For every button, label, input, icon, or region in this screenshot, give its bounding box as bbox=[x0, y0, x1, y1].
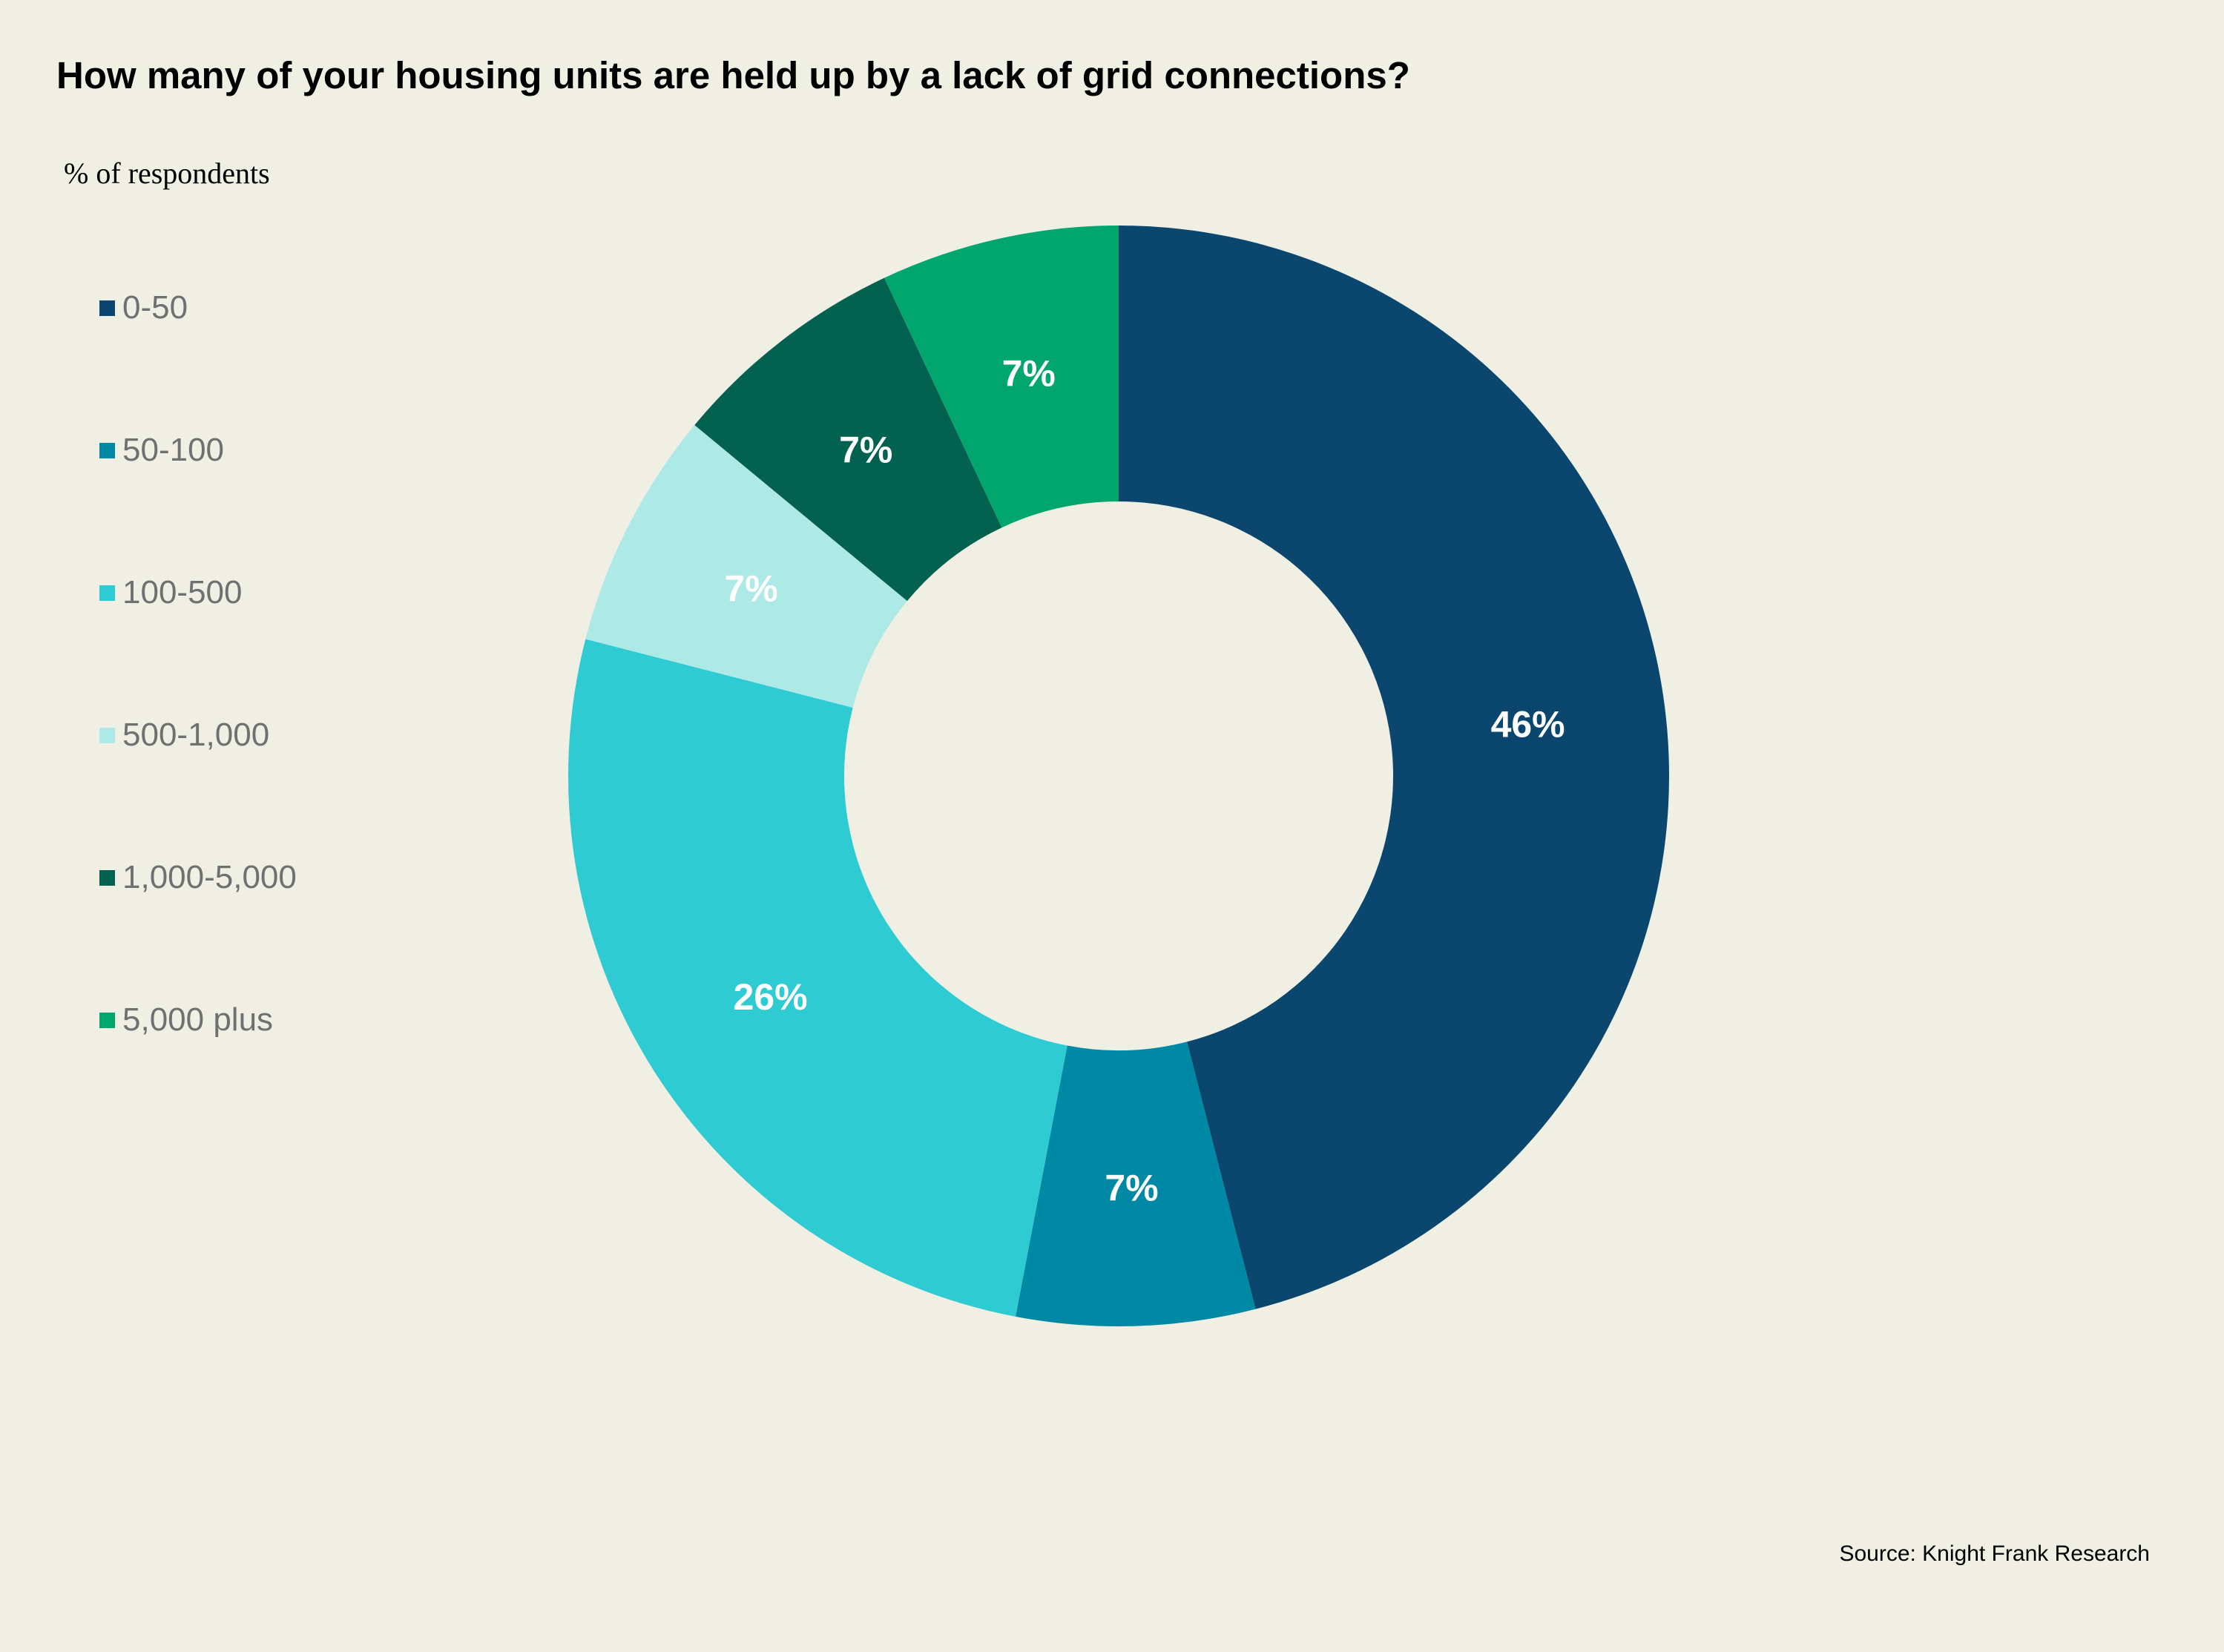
legend-item: 100-500 bbox=[99, 570, 242, 615]
legend-swatch bbox=[99, 1012, 115, 1028]
legend-label: 5,000 plus bbox=[122, 1001, 274, 1038]
slice-data-label: 26% bbox=[734, 976, 808, 1018]
legend-item: 500-1,000 bbox=[99, 713, 269, 757]
donut-slice bbox=[694, 277, 1002, 602]
legend-swatch bbox=[99, 585, 115, 601]
legend-item: 0-50 bbox=[99, 286, 188, 330]
slice-data-label: 7% bbox=[724, 568, 777, 610]
legend-label: 50-100 bbox=[122, 432, 225, 468]
chart-subtitle: % of respondents bbox=[64, 157, 270, 190]
slice-data-label: 7% bbox=[1105, 1168, 1158, 1209]
legend-swatch bbox=[99, 869, 115, 886]
legend-swatch bbox=[99, 300, 115, 316]
source-note: Source: Knight Frank Research bbox=[1839, 1541, 2150, 1566]
donut-slice bbox=[884, 226, 1119, 528]
donut-slice bbox=[585, 425, 907, 708]
legend-swatch bbox=[99, 727, 115, 743]
legend-label: 1,000-5,000 bbox=[122, 859, 297, 895]
legend-label: 100-500 bbox=[122, 574, 243, 611]
slice-data-label: 46% bbox=[1491, 703, 1565, 745]
donut-slice bbox=[1015, 1041, 1256, 1327]
legend-swatch bbox=[99, 442, 115, 458]
slice-data-label: 7% bbox=[839, 430, 892, 471]
slice-data-label: 7% bbox=[1002, 352, 1056, 394]
legend-item: 1,000-5,000 bbox=[99, 855, 297, 900]
chart-title: How many of your housing units are held … bbox=[56, 54, 1410, 96]
donut-slice bbox=[1119, 226, 1670, 1309]
legend-item: 50-100 bbox=[99, 428, 224, 473]
legend-label: 500-1,000 bbox=[122, 717, 270, 753]
donut-slice bbox=[567, 639, 1067, 1317]
legend-label: 0-50 bbox=[122, 289, 188, 326]
legend-item: 5,000 plus bbox=[99, 998, 273, 1042]
